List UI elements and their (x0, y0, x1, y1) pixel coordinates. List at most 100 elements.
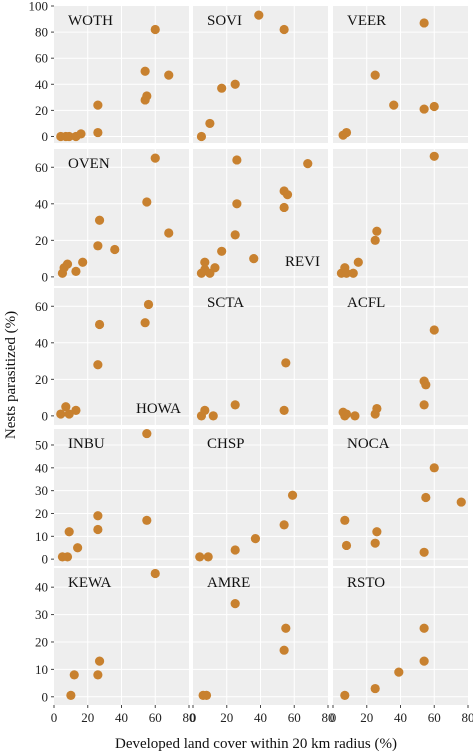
data-point (208, 411, 218, 421)
data-point (217, 246, 227, 256)
data-point (73, 543, 83, 553)
panel-kewa: KEWA (54, 568, 189, 705)
data-point (372, 403, 382, 414)
panel-label: CHSP (207, 436, 245, 452)
panel-label: VEER (347, 13, 386, 29)
y-tick-label: 40 (35, 77, 48, 92)
x-tick-label: 20 (360, 710, 373, 725)
panel-label: SOVI (207, 13, 242, 29)
panel-label: SCTA (207, 295, 244, 311)
panel-howa: HOWA (54, 288, 189, 425)
data-point (279, 520, 289, 530)
panel-chsp: CHSP (193, 429, 328, 566)
data-point (142, 91, 152, 101)
panel-inbu: INBU (54, 428, 189, 566)
y-tick-label: 0 (42, 689, 49, 704)
data-point (143, 299, 154, 310)
data-point (66, 690, 76, 701)
data-point (94, 215, 105, 225)
data-point (230, 400, 240, 410)
y-tick-label: 60 (35, 299, 48, 314)
y-tick-label: 20 (35, 634, 48, 649)
data-point (210, 263, 220, 273)
data-point (279, 645, 289, 655)
data-point (196, 131, 207, 142)
panel-label: RSTO (347, 575, 385, 591)
panel-wewa: WEWAREVI (193, 149, 394, 286)
data-point (71, 266, 81, 276)
panel-acfl: ACFL (333, 288, 468, 425)
y-tick-label: 20 (35, 372, 48, 387)
data-point (93, 524, 103, 535)
data-point (429, 325, 439, 335)
panel-label: REVI (285, 254, 320, 270)
data-point (205, 118, 215, 129)
x-tick-label: 0 (51, 710, 58, 725)
data-point (341, 127, 352, 138)
panel-sovi: SOVI (193, 6, 328, 143)
y-tick-label: 0 (42, 552, 49, 567)
data-point (150, 568, 160, 579)
data-point (419, 656, 429, 666)
data-point (254, 10, 264, 20)
y-tick-label: 20 (35, 103, 48, 118)
x-tick-label: 80 (462, 710, 473, 725)
data-point (140, 318, 150, 328)
data-point (164, 70, 174, 80)
x-tick-label: 40 (394, 710, 407, 725)
y-tick-label: 10 (35, 529, 48, 544)
x-tick-label: 20 (81, 710, 94, 725)
x-tick-label: 20 (220, 710, 233, 725)
data-point (389, 100, 399, 110)
data-point (456, 497, 466, 507)
y-tick-label: 0 (42, 269, 49, 284)
y-tick-label: 0 (42, 408, 49, 423)
panel-unlabeled-5 (333, 149, 468, 286)
data-point (370, 683, 380, 694)
data-point (279, 24, 289, 35)
data-point (62, 552, 73, 562)
data-point (93, 127, 103, 138)
data-point (61, 402, 71, 412)
data-point (195, 552, 205, 562)
data-point (419, 18, 429, 28)
data-point (370, 70, 380, 80)
y-tick-label: 100 (29, 0, 49, 14)
panel-amre: AMRE (193, 568, 328, 705)
data-point (232, 199, 242, 209)
data-point (370, 538, 380, 548)
data-point (341, 540, 352, 551)
data-point (353, 257, 363, 267)
data-point (64, 527, 74, 537)
data-point (93, 360, 103, 370)
panel-label: NOCA (347, 436, 390, 452)
data-point (282, 190, 293, 200)
x-tick-label: 60 (288, 710, 301, 725)
data-point (230, 230, 240, 240)
data-point (230, 545, 240, 555)
y-tick-label: 10 (35, 662, 48, 677)
x-tick-label: 40 (254, 710, 267, 725)
x-tick-label: 0 (330, 710, 337, 725)
data-point (93, 670, 103, 680)
data-point (56, 409, 66, 419)
data-point (249, 254, 259, 264)
data-point (69, 670, 79, 680)
data-point (140, 66, 150, 76)
data-point (64, 409, 74, 419)
data-point (281, 358, 291, 368)
data-point (250, 534, 261, 544)
data-point (372, 226, 382, 236)
y-tick-label: 40 (35, 335, 48, 350)
data-point (419, 104, 429, 114)
x-tick-label: 40 (115, 710, 128, 725)
y-tick-labels: 0 20 40 60 80 100 0 20 40 60 0 20 40 60 0 10 20 30 40 50 0 10… (29, 0, 54, 704)
data-point (94, 656, 105, 666)
x-tick-label: 60 (149, 710, 162, 725)
y-tick-label: 30 (35, 607, 48, 622)
data-point (230, 599, 240, 609)
y-tick-label: 40 (35, 580, 48, 595)
y-tick-label: 40 (35, 196, 48, 211)
data-point (164, 228, 174, 238)
